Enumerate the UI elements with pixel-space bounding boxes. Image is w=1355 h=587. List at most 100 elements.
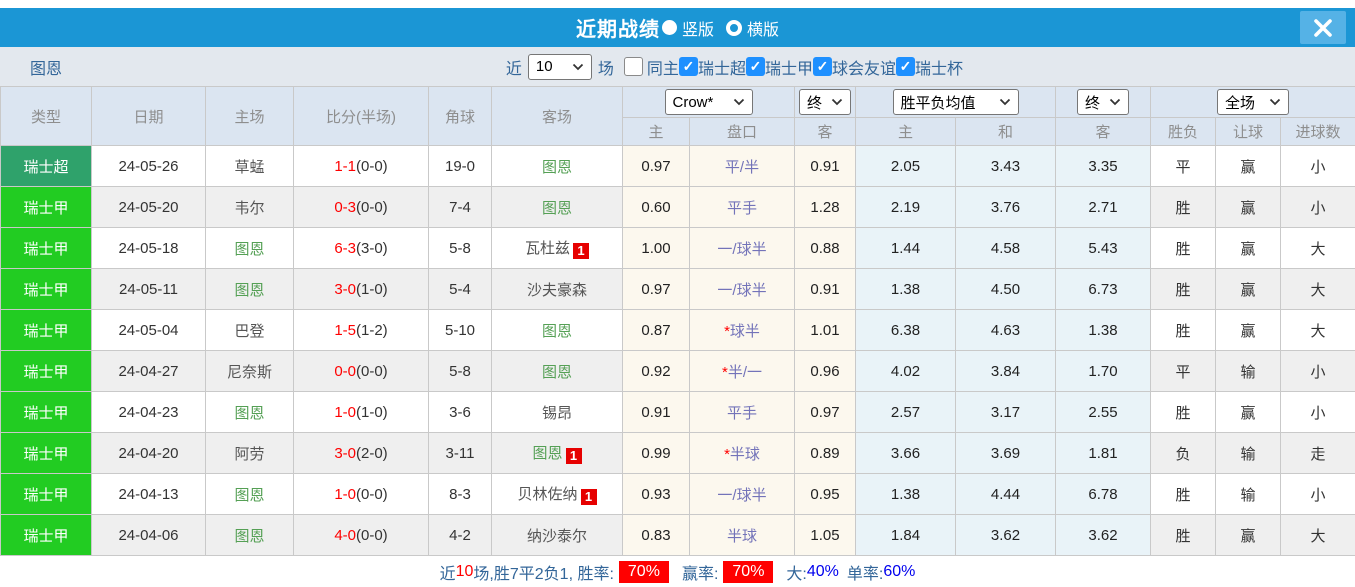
cell-corners: 5-8: [428, 350, 492, 392]
same-home-checkbox[interactable]: [623, 57, 643, 76]
league-checkbox-2[interactable]: ✓: [812, 57, 832, 76]
cell-odds-away: 6.78: [1055, 473, 1151, 515]
cell-away-team: 纳沙泰尔: [491, 514, 623, 556]
games-suffix-label: 场: [597, 60, 614, 78]
radio-horizontal-label[interactable]: 横版: [747, 21, 780, 39]
cell-score: 0-0(0-0): [293, 350, 429, 392]
cell-odds-draw: 3.43: [955, 145, 1056, 187]
final-right-select[interactable]: 终: [1077, 89, 1129, 115]
home-team-name: 尼奈斯: [226, 363, 272, 381]
subheader-odds-draw: 和: [955, 117, 1056, 146]
cell-away-team: 贝林佐纳 1: [491, 473, 623, 515]
handicap-text: 一/球半: [717, 281, 767, 299]
handicap-text: 球半: [729, 322, 760, 340]
star-marker: *: [721, 363, 728, 381]
games-count-select[interactable]: 10: [527, 53, 592, 80]
same-home-label: 同主: [646, 60, 679, 78]
score-fulltime: 1-1: [334, 157, 356, 175]
layout-radio-horizontal[interactable]: 横版: [714, 16, 779, 40]
cell-let-ball-result: 输: [1215, 432, 1281, 474]
cell-result: 平: [1150, 145, 1216, 187]
home-team-name: 阿劳: [234, 445, 265, 463]
league-label-1: 瑞士甲: [764, 60, 813, 78]
footer-segment-2: 场,胜7平2负1, 胜率:: [473, 566, 614, 583]
away-team-name: 瓦杜兹: [524, 240, 570, 257]
away-team-name: 图恩: [541, 199, 572, 217]
score-halftime: (0-0): [356, 198, 388, 216]
col-header-corner: 角球: [428, 86, 492, 146]
bookmaker-select[interactable]: Crow*: [664, 89, 753, 115]
cell-ah-away-odds: 0.89: [794, 432, 856, 474]
footer-segment-3: 70%: [618, 561, 669, 583]
cell-handicap: 一/球半: [689, 473, 795, 515]
page-background-strip: [0, 0, 1355, 8]
final-left-select[interactable]: 终: [799, 89, 851, 115]
subheader-handicap: 盘口: [689, 117, 795, 146]
chevron-down-icon: [831, 98, 843, 106]
cell-ah-away-odds: 0.91: [794, 268, 856, 310]
home-team-name: 草蜢: [234, 158, 265, 176]
cell-league-type: 瑞士甲: [0, 514, 92, 556]
cell-odds-away: 5.43: [1055, 227, 1151, 269]
final-right-select-cell: 终: [1055, 86, 1151, 118]
final-left-select-value: 终: [807, 94, 823, 112]
average-select[interactable]: 胜平负均值: [892, 89, 1019, 115]
cell-ah-home-odds: 0.83: [622, 514, 690, 556]
home-team-name: 巴登: [234, 322, 265, 340]
cell-corners: 8-3: [428, 473, 492, 515]
cell-league-type: 瑞士甲: [0, 473, 92, 515]
scope-select[interactable]: 全场: [1217, 89, 1289, 115]
cell-odds-draw: 3.62: [955, 514, 1056, 556]
popup-title: 近期战绩: [575, 19, 660, 41]
cell-odds-away: 3.35: [1055, 145, 1151, 187]
cell-let-ball-result: 输: [1215, 350, 1281, 392]
league-checkbox-1[interactable]: ✓: [745, 57, 765, 76]
away-team-name: 图恩: [532, 445, 563, 462]
cell-let-ball-result: 赢: [1215, 514, 1281, 556]
cell-away-team: 图恩: [491, 350, 623, 392]
cell-corners: 5-10: [428, 309, 492, 351]
cell-score: 6-3(3-0): [293, 227, 429, 269]
cell-date: 24-05-18: [91, 227, 206, 269]
cell-league-type: 瑞士甲: [0, 391, 92, 433]
col-header-score: 比分(半场): [293, 86, 429, 146]
close-button[interactable]: [1300, 11, 1346, 44]
cell-handicap: 平/半: [689, 145, 795, 187]
cell-away-team: 沙夫豪森: [491, 268, 623, 310]
score-fulltime: 0-0: [334, 362, 356, 380]
table-row: 瑞士甲 24-04-20 阿劳 3-0(2-0) 3-11 图恩 1 0.99 *半球 0.89 3…: [0, 432, 1355, 474]
handicap-text: 半球: [726, 527, 757, 545]
final-right-select-value: 终: [1085, 94, 1101, 112]
radio-selected-icon[interactable]: [661, 20, 677, 35]
cell-handicap: *半球: [689, 432, 795, 474]
radio-unselected-icon[interactable]: [726, 19, 742, 36]
cell-result: 胜: [1150, 514, 1216, 556]
cell-ah-away-odds: 1.05: [794, 514, 856, 556]
league-checkbox-3[interactable]: ✓: [895, 57, 915, 76]
cell-odds-away: 2.55: [1055, 391, 1151, 433]
score-fulltime: 1-5: [334, 321, 356, 339]
cell-league-type: 瑞士甲: [0, 186, 92, 228]
red-card-badge: 1: [565, 448, 582, 464]
cell-home-team: 图恩: [205, 268, 294, 310]
star-marker: *: [724, 322, 730, 340]
away-team-name: 沙夫豪森: [526, 281, 587, 299]
table-row: 瑞士超 24-05-26 草蜢 1-1(0-0) 19-0 图恩 0.97 平/半 0.91 2.…: [0, 145, 1355, 187]
subheader-ah-home: 主: [622, 117, 690, 146]
league-checkbox-0[interactable]: ✓: [678, 57, 698, 76]
handicap-text: 一/球半: [717, 486, 767, 504]
cell-date: 24-04-23: [91, 391, 206, 433]
red-card-badge: 1: [580, 489, 597, 505]
cell-score: 3-0(2-0): [293, 432, 429, 474]
layout-radio-vertical[interactable]: 竖版: [660, 16, 714, 40]
home-team-name: 图恩: [234, 281, 265, 299]
footer-segment-4: 赢率:: [681, 566, 719, 583]
cell-result: 负: [1150, 432, 1216, 474]
radio-vertical-label[interactable]: 竖版: [681, 21, 714, 39]
table-row: 瑞士甲 24-05-18 图恩 6-3(3-0) 5-8 瓦杜兹 1 1.00 一/球半 0.88…: [0, 227, 1355, 269]
score-halftime: (1-0): [356, 280, 388, 298]
cell-ah-away-odds: 0.97: [794, 391, 856, 433]
league-label-2: 球会友谊: [831, 60, 896, 78]
cell-score: 4-0(0-0): [293, 514, 429, 556]
summary-footer: 近 10 场,胜7平2负1, 胜率: 70% 赢率: 70% 大: 40% 单率: 60%: [0, 556, 1355, 587]
